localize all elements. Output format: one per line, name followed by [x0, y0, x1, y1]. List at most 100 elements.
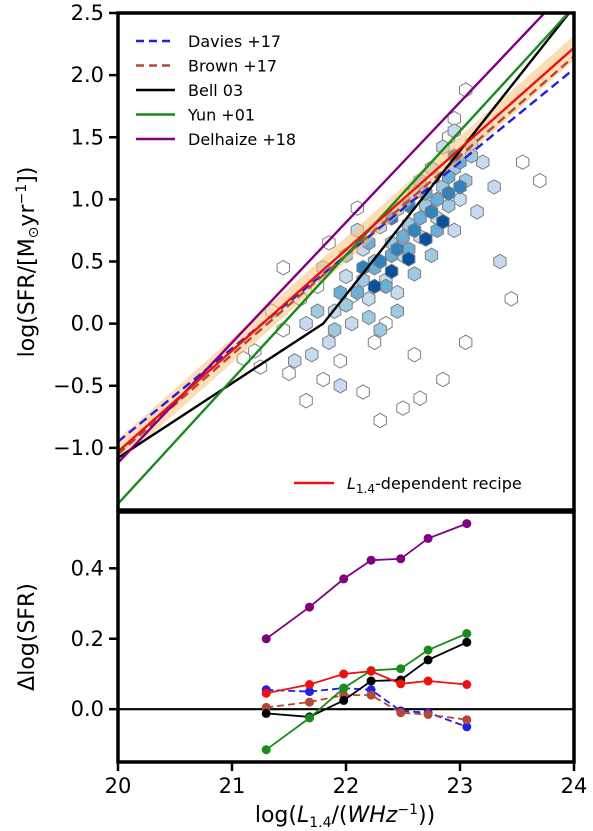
residual-point [396, 664, 406, 674]
y-tick-label: 1.0 [71, 187, 104, 211]
hexbin-cell [362, 309, 376, 326]
residual-point [261, 634, 271, 644]
hexbin-cell [413, 390, 427, 406]
hexbin-cell [407, 222, 422, 239]
legend-label: L1.4-dependent recipe [347, 474, 522, 496]
residual-point [396, 679, 406, 689]
hexbin-cell [447, 222, 461, 239]
residual-point [423, 655, 433, 665]
hexbin-cell [402, 251, 416, 267]
hexbin-cell [470, 204, 484, 220]
y-tick-label: −0.5 [53, 374, 104, 398]
residual-series [265, 522, 468, 640]
hexbin-cell [424, 204, 439, 220]
residual-point [462, 722, 472, 732]
hexbin-cell [493, 253, 507, 270]
axes-layer: −1.0 −0.5 0.0 0.5 1.0 1.5 2.0 2.5 0.0 0.2 0.4 20 21 2… [53, 1, 587, 798]
hexbin-cell [453, 179, 467, 195]
hexbin-cell [367, 278, 382, 295]
residual-point [305, 602, 314, 612]
y-tick-label: 0.5 [71, 250, 104, 274]
y-tick-label: 2.5 [71, 1, 104, 25]
hexbin-cell [299, 315, 313, 332]
hexbin-cell [396, 400, 410, 416]
legend-upper: Davies +17 Brown +17 Bell 03 Yun +01 Delhaiz… [136, 32, 296, 149]
hexbin-cell [379, 278, 393, 295]
x-tick-label: 22 [333, 774, 360, 798]
residual-point [366, 690, 376, 700]
residual-series [266, 687, 468, 728]
residual-point [339, 695, 349, 705]
residual-point [339, 683, 349, 693]
hexbin-cell [282, 365, 296, 382]
legend-label: Bell 03 [188, 81, 243, 100]
relation-line [118, 13, 571, 459]
residual-point [462, 680, 472, 689]
hexbin-cell [373, 412, 387, 429]
y-tick-label: 0.4 [71, 556, 104, 580]
hexbin-cell [327, 322, 342, 338]
hexbin-cell [413, 210, 427, 226]
residual-point [261, 688, 271, 698]
hexbin-cell [367, 334, 382, 351]
hexbin-cell [345, 315, 359, 332]
hexbin-cell [390, 284, 404, 301]
hexbin-cell [504, 291, 518, 307]
hexbin-cell [322, 334, 336, 351]
relation-line [118, 46, 574, 453]
residual-point [423, 645, 433, 655]
residual-lines [118, 519, 574, 755]
residual-point [462, 629, 472, 638]
hexbin-cell [430, 191, 444, 208]
residual-point [396, 554, 406, 564]
hexbin-cell [407, 346, 422, 363]
y-tick-label: −1.0 [53, 436, 104, 460]
residual-point [305, 697, 314, 707]
hexbin-cell [424, 247, 439, 264]
y-axis-label-top: log(SFR/[M⊙yr−1]) [14, 167, 42, 358]
residual-point [423, 676, 433, 686]
residual-point [339, 574, 349, 584]
legend-label: Delhaize +18 [188, 130, 296, 149]
y-axis-label-bottom: Δlog(SFR) [15, 583, 40, 691]
residual-point [423, 710, 433, 719]
hexbin-cell [459, 334, 473, 351]
y-tick-label: 0.2 [71, 627, 104, 651]
hexbin-cell [533, 172, 547, 189]
residual-point [366, 666, 376, 676]
hexbin-cell [288, 353, 302, 369]
hexbin-cell [390, 241, 404, 257]
legend-lower: L1.4-dependent recipe [294, 474, 522, 496]
residual-series [265, 632, 468, 751]
bottom-frame [116, 510, 576, 764]
x-tick-label: 23 [447, 774, 474, 798]
hexbin-cell [310, 303, 325, 319]
residual-point [305, 680, 314, 689]
hexbin-cell [419, 231, 433, 247]
residual-series [266, 641, 468, 718]
residual-point [366, 555, 376, 565]
relation-line [118, 13, 570, 505]
x-tick-label: 24 [561, 774, 588, 798]
residual-point [462, 715, 472, 725]
residual-point [261, 745, 271, 755]
residual-point [305, 687, 314, 697]
x-axis-label: log(L1.4/(WHz−1)) [255, 802, 435, 831]
residual-point [305, 713, 314, 723]
hexbin-cell [487, 179, 501, 195]
hexbin-cell [362, 291, 376, 307]
hexbin-cell [350, 200, 365, 216]
legend-label: Davies +17 [188, 32, 281, 51]
residual-point [366, 676, 376, 686]
x-tick-label: 20 [105, 774, 132, 798]
hexbin-cell [516, 154, 530, 170]
hexbin-cell [436, 371, 450, 388]
residual-point [462, 519, 472, 529]
hexbin-cell [436, 213, 450, 230]
hexbin-cell [339, 268, 353, 285]
hexbin-cell [322, 235, 336, 251]
y-tick-label: 0.0 [71, 697, 104, 721]
residual-point [423, 533, 433, 543]
hexbin-cell [396, 228, 410, 245]
